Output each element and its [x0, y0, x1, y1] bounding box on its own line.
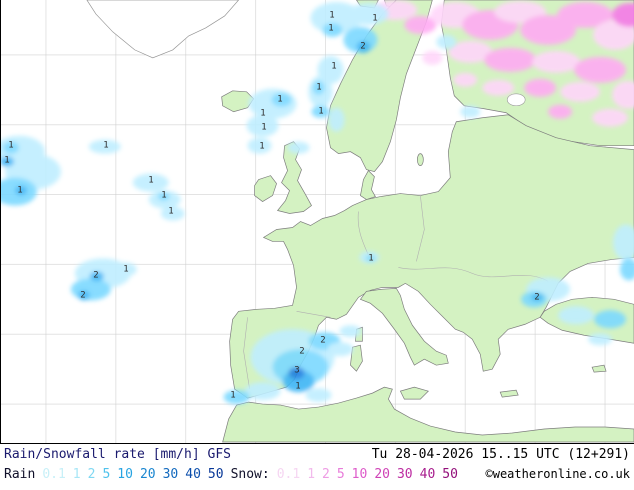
- snow-scale-value: 40: [419, 467, 436, 483]
- rain-scale-value: 1: [72, 467, 81, 483]
- land-iceland: [221, 90, 255, 113]
- snow-scale-value: 10: [351, 467, 368, 483]
- land-mainland-europe: [229, 114, 634, 399]
- snow-scale-value: 5: [336, 467, 345, 483]
- land-north-africa: [222, 386, 634, 443]
- rain-scale-value: 30: [162, 467, 179, 483]
- snow-scale-value: 1: [307, 467, 316, 483]
- land-gotland: [416, 153, 424, 166]
- copyright-text: ©weatheronline.co.uk: [485, 467, 631, 482]
- forecast-datetime: Tu 28-04-2026 15..15 UTC (12+291): [371, 447, 630, 462]
- snow-scale-value: 0.1: [276, 467, 301, 483]
- legend-row-scale: Rain 0.1 1 2 5 10 20 30 40 50 Snow: 0.1 1 2 5 10 20 30…: [4, 467, 630, 482]
- snow-scale-value: 50: [442, 467, 458, 483]
- rain-scale-value: 20: [139, 467, 156, 483]
- rain-scale-values: 0.1 1 2 5 10 20 30 40 50: [42, 467, 223, 482]
- snow-patches: [373, 0, 634, 127]
- lake-ladoga: [506, 93, 526, 107]
- rain-scale-value: 10: [117, 467, 133, 483]
- land-cyprus: [591, 364, 607, 373]
- land-ireland: [254, 175, 277, 202]
- snow-scale-value: 2: [322, 467, 330, 483]
- rain-scale-value: 50: [207, 467, 224, 483]
- snow-scale-value: 30: [396, 467, 413, 483]
- legend-bar: Rain/Snowfall rate [mm/h] GFS Tu 28-04-2…: [0, 444, 634, 490]
- snow-scale-value: 20: [374, 467, 390, 483]
- rain-scale-value: 2: [87, 467, 96, 483]
- rain-scale-value: 40: [185, 467, 201, 483]
- map-title: Rain/Snowfall rate [mm/h] GFS: [4, 447, 231, 462]
- legend-row-title: Rain/Snowfall rate [mm/h] GFS Tu 28-04-2…: [4, 447, 630, 463]
- map-svg: [1, 0, 634, 443]
- land-denmark: [360, 170, 376, 200]
- land-sardinia: [350, 344, 363, 372]
- land-italy: [359, 287, 449, 366]
- land-scandinavia: [326, 0, 433, 173]
- rain-scale-value: 0.1: [42, 467, 66, 483]
- land-great-britain: [276, 141, 312, 214]
- rain-scale-value: 5: [102, 467, 111, 483]
- snow-scale-values: 0.1 1 2 5 10 20 30 40 50: [277, 467, 458, 482]
- land-greenland: [86, 0, 240, 59]
- land-crete: [499, 389, 519, 398]
- land-sicily: [399, 386, 429, 400]
- snow-scale-label: Snow:: [230, 467, 270, 483]
- rain-scale-label: Rain: [4, 467, 36, 483]
- rain-patches: [1, 1, 634, 405]
